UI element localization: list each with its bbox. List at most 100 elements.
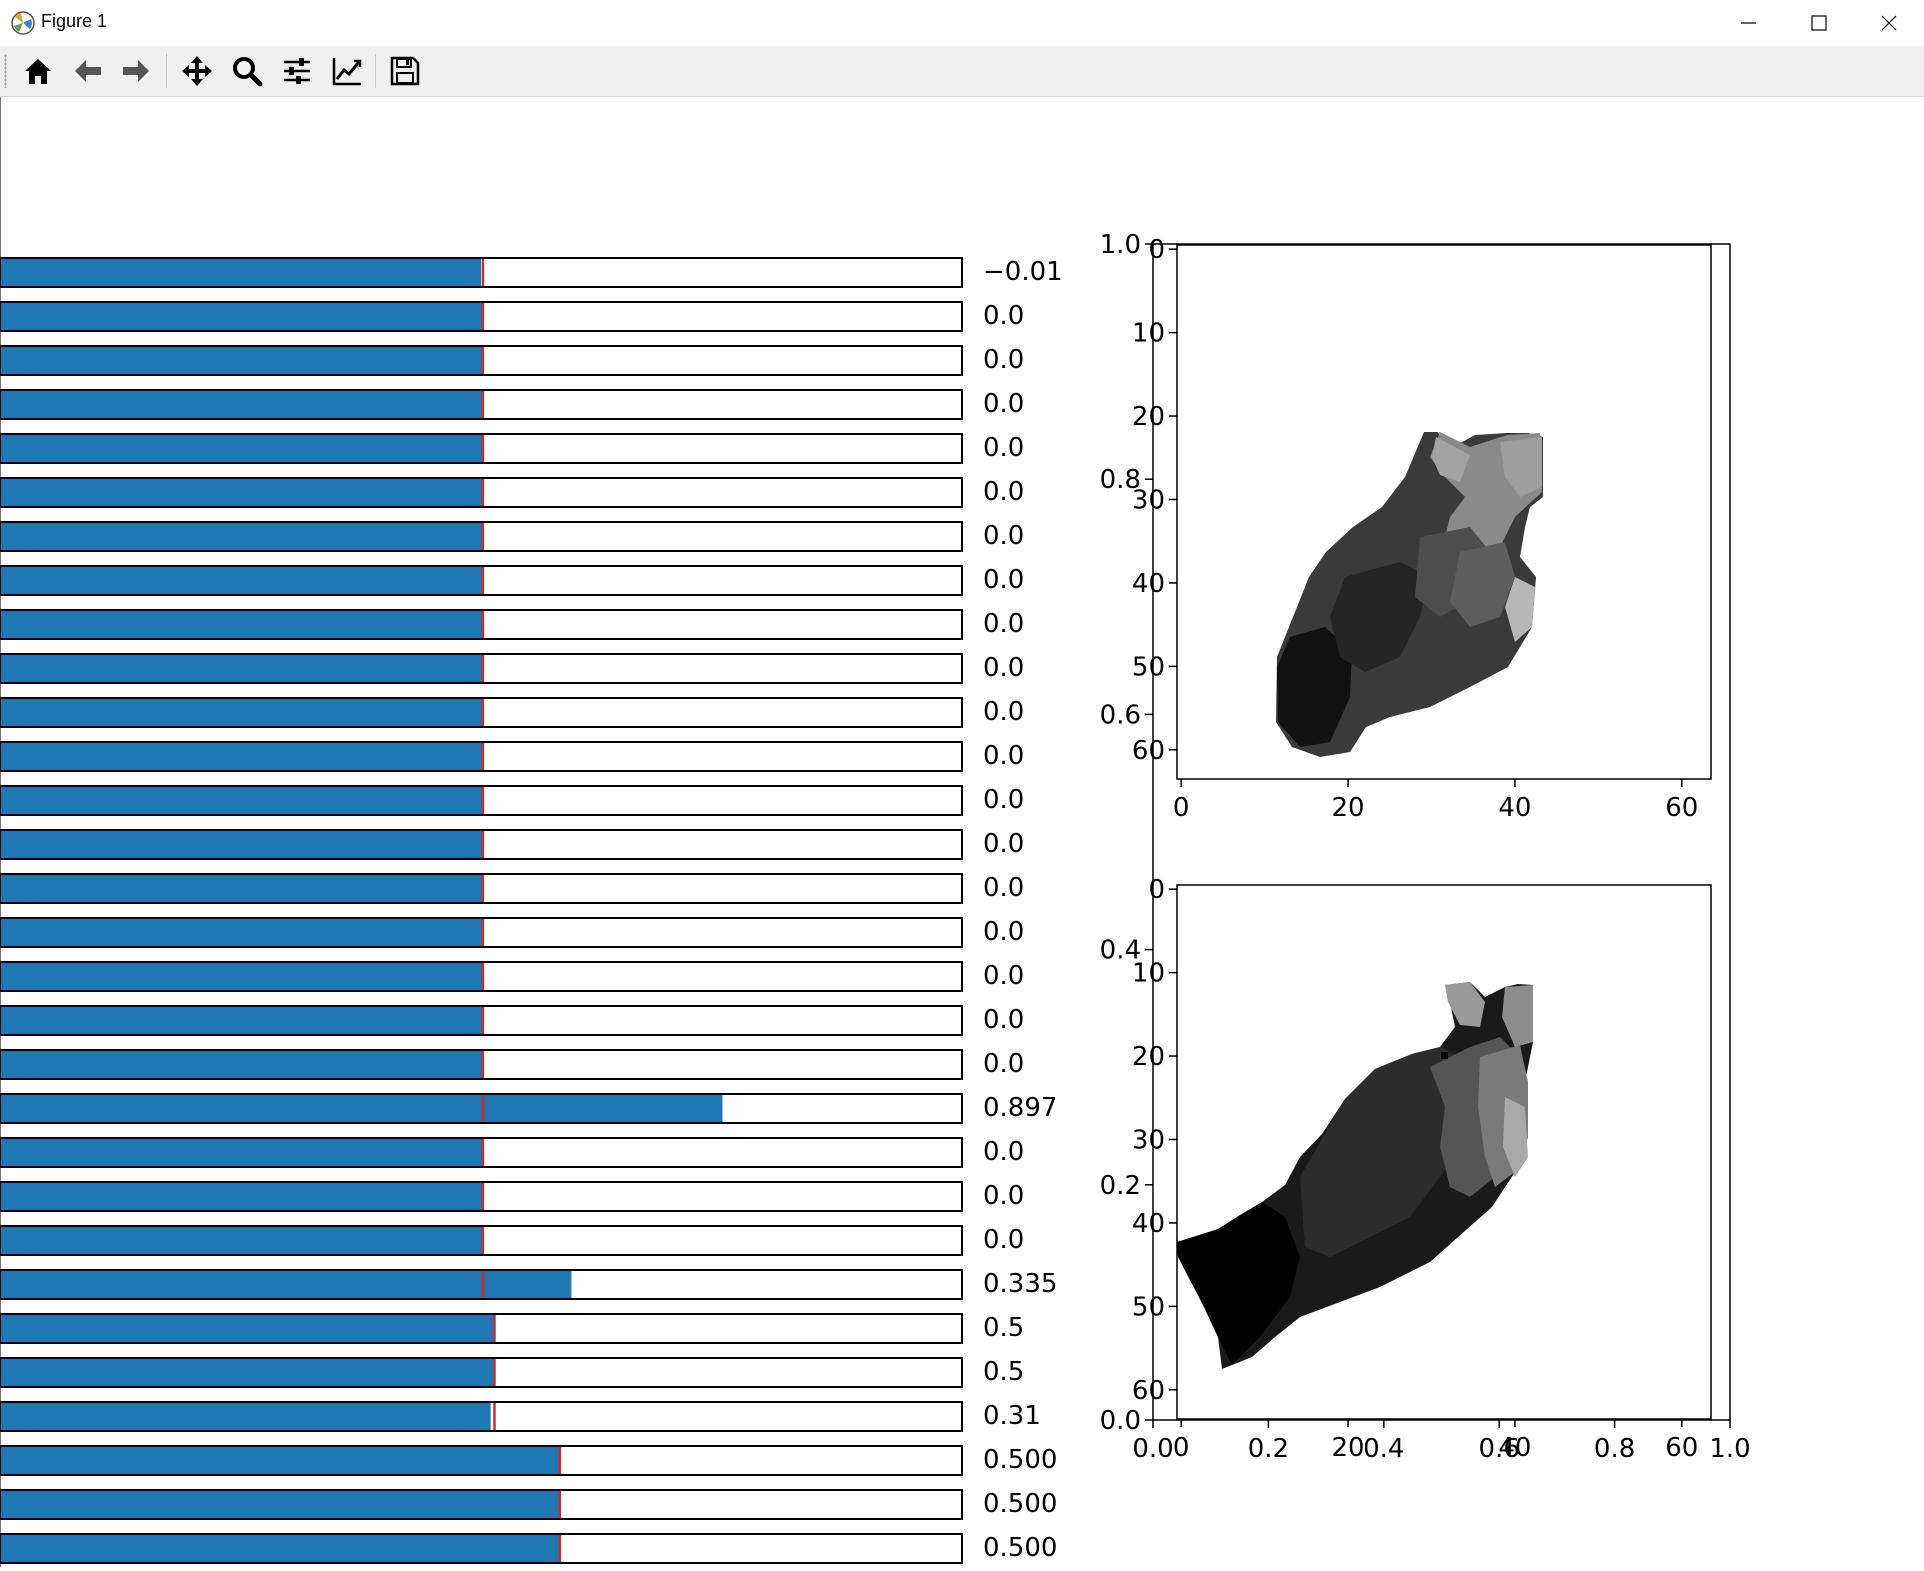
bar-fill [1,875,483,902]
close-button[interactable] [1854,0,1924,46]
bar-value-label: 0.500 [983,1445,1057,1475]
bar-row: 0.0 [0,1049,1024,1080]
image-axes-bottom: 0 10 20 30 40 50 60 0 20 40 60 [1132,875,1712,1463]
dark-pixel [1441,1052,1448,1059]
image-bottom-x-ticks: 0 20 40 60 [1173,1419,1698,1463]
bar-fill [1,523,483,550]
bar-value-label: 0.0 [983,477,1024,507]
pan-button[interactable] [175,49,219,93]
maximize-button[interactable] [1784,0,1854,46]
bar-row: 0.0 [0,1225,1024,1256]
bar-fill [1,611,483,638]
bar-fill [1,743,483,770]
background-x-tick-label: 0.2 [1248,1434,1289,1464]
bar-row: 0.0 [0,521,1024,552]
bar-fill [1,1535,560,1562]
bar-value-label: 0.0 [983,345,1024,375]
bar-row: 0.500 [0,1489,1057,1520]
bar-value-label: 0.0 [983,873,1024,903]
bar-value-label: 0.0 [983,609,1024,639]
image-bottom-x-tick-label: 20 [1332,1433,1365,1463]
bar-value-label: 0.0 [983,521,1024,551]
arrow-left-icon [75,60,101,82]
toolbar-grip[interactable] [4,54,7,88]
back-button[interactable] [66,49,110,93]
minimize-button[interactable] [1714,0,1784,46]
window-left-border [0,0,1,1567]
bar-value-label: 0.0 [983,829,1024,859]
title-bar: Figure 1 [0,0,1924,46]
configure-subplots-button[interactable] [275,49,319,93]
maximize-icon [1811,15,1827,31]
bar-fill [1,1051,483,1078]
bar-fill [1,1359,495,1386]
bar-fill [1,699,483,726]
close-icon [1881,15,1897,31]
image-axes-top: 0 10 20 30 40 50 60 0 20 40 60 [1132,235,1712,823]
bar-fill [1,435,483,462]
bar-row: 0.31 [0,1401,1041,1432]
bar-row: 0.0 [0,1005,1024,1036]
image-bottom-y-ticks: 0 10 20 30 40 50 60 [1132,875,1177,1406]
bar-row: 0.0 [0,301,1024,332]
sliders-icon [284,58,310,84]
image-top-x-ticks: 0 20 40 60 [1173,779,1698,823]
image-top-x-tick-label: 40 [1498,793,1531,823]
bar-value-label: 0.335 [983,1269,1057,1299]
zoom-button[interactable] [225,49,269,93]
bar-row: 0.0 [0,961,1024,992]
background-y-tick-label: 0.4 [1100,936,1141,966]
home-button[interactable] [16,49,60,93]
home-icon [25,59,51,84]
bar-row: 0.0 [0,1137,1024,1168]
image-bottom-x-tick-label: 60 [1665,1433,1698,1463]
image-bottom-x-tick-label: 0 [1173,1433,1190,1463]
background-x-tick-label: 1.0 [1709,1434,1750,1464]
magnifier-icon [233,57,263,87]
image-top-y-ticks: 0 10 20 30 40 50 60 [1132,235,1177,766]
bar-row: 0.0 [0,389,1024,420]
bar-fill [1,919,483,946]
bar-fill [1,1007,483,1034]
bar-value-label: 0.0 [983,1225,1024,1255]
bar-value-label: 0.0 [983,961,1024,991]
save-button[interactable] [383,49,427,93]
bar-value-label: −0.01 [983,257,1063,287]
figure-canvas[interactable]: −0.01 0.0 0.0 0.0 0.0 0.0 0.0 0.0 0.0 0.0 0.0 0.0 0.… [0,97,1924,1567]
bar-value-label: 0.31 [983,1401,1041,1431]
figure-svg[interactable]: −0.010.00.00.00.00.00.00.00.00.00.00.00.… [0,97,1924,1567]
forward-button[interactable] [114,49,158,93]
background-y-tick-label: 0.0 [1100,1406,1141,1436]
bar-value-label: 0.0 [983,1181,1024,1211]
background-axes-frame [1152,243,1731,1421]
edit-axes-button[interactable] [325,49,369,93]
image-top-y-tick-label: 50 [1132,652,1165,682]
bar-fill [1,347,483,374]
bar-row: 0.897 [0,1093,1057,1124]
bar-row: 0.0 [0,609,1024,640]
bar-row: 0.0 [0,873,1024,904]
bar-value-label: 0.0 [983,389,1024,419]
image-bottom-y-tick-label: 40 [1132,1209,1165,1239]
bar-value-label: 0.0 [983,741,1024,771]
bar-fill [1,963,483,990]
image-top-y-tick-label: 30 [1132,485,1165,515]
bar-value-label: 0.0 [983,653,1024,683]
navigation-toolbar [0,46,1924,97]
bar-row: 0.0 [0,565,1024,596]
bar-fill [1,1095,723,1122]
bar-fill [1,259,481,286]
bar-value-label: 0.0 [983,433,1024,463]
bar-fill [1,1183,483,1210]
bar-row: 0.5 [0,1313,1024,1344]
hand-depth-image-top [1276,432,1543,757]
bar-rows: −0.01 0.0 0.0 0.0 0.0 0.0 0.0 0.0 0.0 0.0 0.0 0.0 0.… [0,257,1063,1564]
image-top-y-tick-label: 40 [1132,569,1165,599]
bar-value-label: 0.0 [983,697,1024,727]
background-y-ticks: 0.0 0.2 0.4 0.6 0.8 1.0 [1100,230,1153,1436]
bar-fill [1,831,483,858]
bar-row: 0.0 [0,697,1024,728]
background-axes: 0.0 0.2 0.4 0.6 0.8 1.0 0.0 0.2 0.4 0.6 0.8 1.0 [1100,230,1751,1464]
image-bottom-y-tick-label: 60 [1132,1376,1165,1406]
bar-value-label: 0.500 [983,1489,1057,1519]
